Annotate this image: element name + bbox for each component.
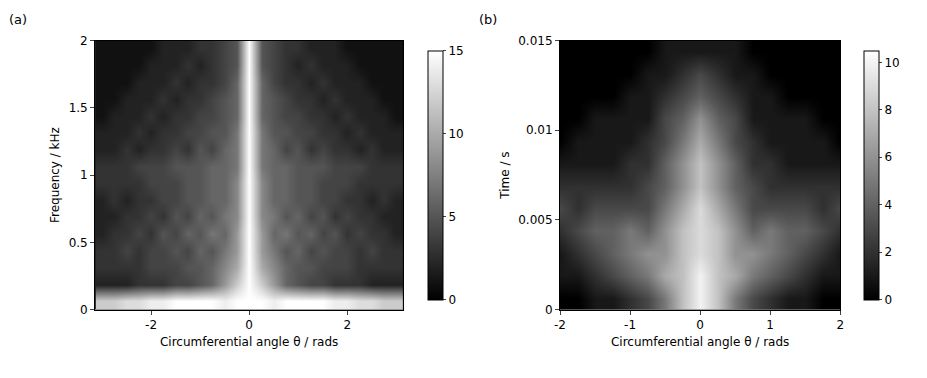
svg-text:0: 0 xyxy=(884,293,892,307)
svg-text:0.5: 0.5 xyxy=(69,236,88,250)
svg-text:15: 15 xyxy=(448,44,463,58)
svg-text:(a): (a) xyxy=(9,12,27,27)
svg-text:0: 0 xyxy=(448,293,456,307)
svg-text:1: 1 xyxy=(766,318,774,332)
svg-text:-2: -2 xyxy=(145,318,157,332)
svg-text:-1: -1 xyxy=(624,318,636,332)
svg-text:10: 10 xyxy=(884,56,899,70)
svg-text:Circumferential angle θ / rads: Circumferential angle θ / rads xyxy=(160,335,338,349)
svg-text:10: 10 xyxy=(448,127,463,141)
svg-text:(b): (b) xyxy=(479,12,497,27)
svg-text:Circumferential angle θ / rads: Circumferential angle θ / rads xyxy=(611,335,789,349)
svg-text:0.01: 0.01 xyxy=(526,123,553,137)
svg-text:4: 4 xyxy=(884,198,892,212)
svg-text:0: 0 xyxy=(80,303,88,317)
svg-text:1: 1 xyxy=(80,168,88,182)
svg-text:Frequency / kHz: Frequency / kHz xyxy=(48,127,62,223)
svg-text:5: 5 xyxy=(448,210,456,224)
svg-text:2: 2 xyxy=(884,245,892,259)
svg-text:Time / s: Time / s xyxy=(498,151,512,199)
svg-text:-2: -2 xyxy=(554,318,566,332)
svg-text:2: 2 xyxy=(80,34,88,48)
svg-text:6: 6 xyxy=(884,150,892,164)
svg-text:0: 0 xyxy=(696,318,704,332)
svg-text:0.015: 0.015 xyxy=(518,34,552,48)
svg-text:0.005: 0.005 xyxy=(518,213,552,227)
svg-text:2: 2 xyxy=(836,318,844,332)
svg-text:0: 0 xyxy=(545,303,553,317)
svg-text:8: 8 xyxy=(884,103,892,117)
svg-text:2: 2 xyxy=(343,318,351,332)
svg-text:0: 0 xyxy=(245,318,253,332)
svg-text:1.5: 1.5 xyxy=(69,101,88,115)
